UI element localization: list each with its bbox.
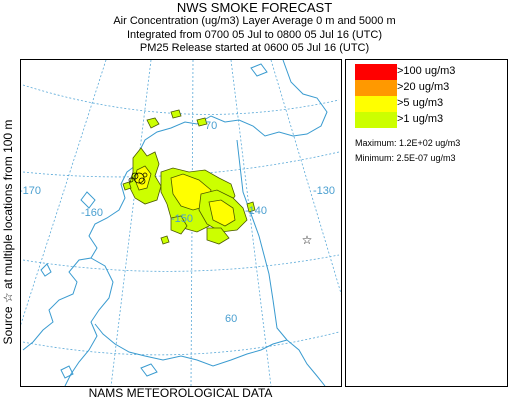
lon-label-140: -140 [245, 205, 267, 217]
lat-line-65 [22, 254, 340, 272]
legend-swatch [355, 112, 397, 128]
source-cluster [128, 172, 148, 185]
island-2 [40, 263, 52, 277]
map-svg: ☆ 70 60 -170 -160 -150 -140 -130 [21, 60, 341, 386]
subtitle-line-3: PM25 Release started at 0600 05 Jul 16 (… [139, 42, 370, 54]
panhandle-coast [286, 339, 326, 386]
lon-line-140 [230, 60, 272, 386]
south-coast [94, 323, 288, 367]
lat-label-60: 60 [225, 313, 237, 325]
border-south [272, 299, 288, 341]
graticule-labels: 70 60 -170 -160 -150 -140 -130 [21, 120, 335, 325]
lon-label-160: -160 [81, 207, 103, 219]
legend-panel: >100 ug/m3 >20 ug/m3 >5 ug/m3 >1 ug/m3 M… [345, 59, 508, 387]
border-north [236, 139, 274, 301]
legend-label: >100 ug/m3 [397, 65, 456, 77]
legend-swatch [355, 64, 397, 80]
legend-label: >5 ug/m3 [397, 97, 444, 109]
plume-speck-4 [122, 181, 132, 191]
graticule [21, 60, 341, 386]
subtitle-line-2: Integrated from 0700 05 Jul to 0800 05 J… [127, 29, 382, 41]
legend-swatch [355, 96, 397, 112]
plume-speck-1 [146, 117, 160, 129]
minimum-label: Minimum: 2.5E-07 ug/m3 [355, 153, 456, 163]
source-cluster-ring-5 [142, 172, 148, 178]
lon-line-130 [270, 60, 341, 295]
smoke-plume [122, 109, 256, 245]
legend-label: >20 ug/m3 [397, 81, 450, 93]
legend-item: >20 ug/m3 [355, 80, 505, 96]
lon-label-150: -150 [171, 213, 193, 225]
plume-speck-2 [170, 109, 182, 119]
source-cluster-ring-4 [128, 177, 134, 183]
figure-title: NWS SMOKE FORECAST [176, 0, 333, 15]
legend-item: >5 ug/m3 [355, 96, 505, 112]
lat-label-70: 70 [205, 120, 217, 132]
source-cluster-ring-1 [133, 172, 145, 184]
lat-line-70 [22, 151, 340, 178]
lon-line-170 [21, 60, 107, 326]
plume-patch-southeast [206, 227, 230, 245]
source-location-label: Source ☆ at multiple locations from 100 … [1, 119, 15, 345]
plume-speck-5 [246, 201, 256, 213]
island-3 [60, 365, 74, 379]
plume-patch-south [170, 215, 188, 235]
island-4 [140, 363, 158, 377]
met-data-footer: NAMS METEOROLOGICAL DATA [88, 386, 273, 400]
island-1 [80, 191, 96, 209]
legend-item: >1 ug/m3 [355, 112, 505, 128]
lon-label-130: -130 [313, 185, 335, 197]
lon-label-170: -170 [21, 185, 41, 197]
source-cluster-ring-3 [138, 177, 146, 185]
plume-speck-3 [196, 117, 208, 127]
lon-line-160 [110, 60, 152, 386]
subtitle-line-1: Air Concentration (ug/m3) Layer Average … [113, 15, 396, 27]
island-5 [250, 63, 268, 77]
lat-line-60 [22, 331, 340, 356]
legend-item: >100 ug/m3 [355, 64, 505, 80]
source-cluster-ring-2 [131, 172, 139, 180]
plume-core-east [208, 199, 236, 227]
source-star-icon: ☆ [302, 233, 313, 247]
lat-line-75 [22, 84, 340, 115]
maximum-label: Maximum: 1.2E+02 ug/m3 [355, 138, 461, 148]
peninsula-coast [64, 257, 114, 386]
legend-label: >1 ug/m3 [397, 113, 444, 125]
plume-speck-6 [160, 235, 170, 245]
legend-swatch [355, 80, 397, 96]
map-panel: ☆ 70 60 -170 -160 -150 -140 -130 [20, 59, 342, 387]
